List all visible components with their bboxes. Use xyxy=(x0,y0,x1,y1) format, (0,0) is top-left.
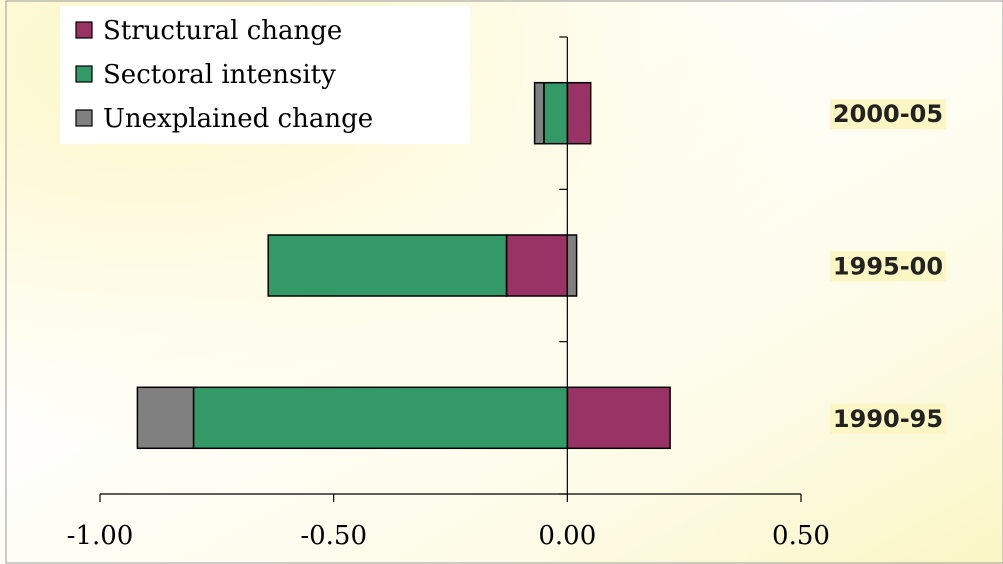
legend-swatch xyxy=(75,109,93,127)
legend-swatch xyxy=(75,65,93,83)
bar-1990-95-series-2 xyxy=(136,386,195,450)
chart-frame xyxy=(5,0,1003,564)
legend-swatch xyxy=(75,21,93,39)
category-label-highlight xyxy=(829,99,947,130)
category-label-2000-05: 2000-05 xyxy=(833,100,943,128)
x-tick-label: -0.50 xyxy=(300,521,367,551)
category-label-1995-00: 1995-00 xyxy=(833,253,943,281)
bar-1995-00-series-1 xyxy=(267,234,508,297)
category-label-highlight xyxy=(829,403,947,434)
bar-1995-00-series-2 xyxy=(566,234,578,297)
bar-2000-05-series-1 xyxy=(543,81,569,145)
category-label-highlight xyxy=(829,251,947,282)
category-label-1990-95: 1990-95 xyxy=(833,405,943,433)
bar-2000-05-series-0 xyxy=(566,81,592,145)
legend-label: Structural change xyxy=(103,16,342,46)
category-labels: 1990-95 1995-00 2000-05 xyxy=(829,99,947,434)
bar-1990-95-series-0 xyxy=(566,386,671,450)
bar-1995-00-series-0 xyxy=(505,234,569,297)
bars-layer xyxy=(136,81,671,450)
legend-label: Unexplained change xyxy=(103,104,373,134)
legend-background xyxy=(60,6,470,144)
x-tick-label: 0.50 xyxy=(772,521,830,551)
legend-label: Sectoral intensity xyxy=(103,60,336,90)
legend: Structural change Sectoral intensity Unexp… xyxy=(75,16,373,134)
bar-1990-95-series-1 xyxy=(192,386,569,450)
axes-layer: -1.00 -0.50 0.00 0.50 xyxy=(67,36,830,551)
x-tick-label: -1.00 xyxy=(67,521,134,551)
bar-2000-05-series-2 xyxy=(533,81,545,145)
x-tick-label: 0.00 xyxy=(538,521,596,551)
